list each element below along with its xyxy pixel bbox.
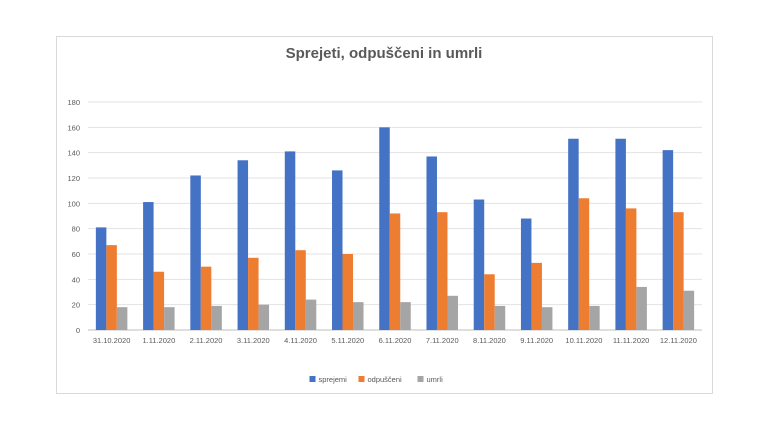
bar-odpuščeni-5.11.2020 <box>342 254 354 330</box>
bar-umrli-4.11.2020 <box>305 299 317 330</box>
y-tick-label: 140 <box>67 149 80 158</box>
bar-umrli-9.11.2020 <box>541 307 553 330</box>
x-axis: 31.10.2020 1.11.2020 2.11.2020 3.11.2020 4.1… <box>93 336 697 345</box>
bar-sprejemi-1.11.2020 <box>143 202 154 330</box>
bar-sprejemi-6.11.2020 <box>379 127 390 330</box>
x-tick-label: 2.11.2020 <box>190 336 223 345</box>
x-tick-label: 11.11.2020 <box>613 336 649 345</box>
bar-umrli-11.11.2020 <box>636 286 647 330</box>
y-axis: 0 20 40 60 80 100 120 140 160 180 <box>67 98 80 335</box>
bar-umrli-10.11.2020 <box>589 305 600 330</box>
bar-sprejemi-12.11.2020 <box>662 150 674 330</box>
bar-umrli-12.11.2020 <box>683 290 695 330</box>
x-tick-label: 7.11.2020 <box>426 336 459 345</box>
bar-odpuščeni-9.11.2020 <box>531 262 542 330</box>
legend-swatch-sprejemi <box>309 376 316 382</box>
bar-sprejemi-5.11.2020 <box>332 170 343 330</box>
x-tick-label: 5.11.2020 <box>331 336 364 345</box>
y-tick-label: 80 <box>72 225 80 234</box>
legend: sprejemi odpuščeni umrli <box>309 375 444 384</box>
legend-label-umrli: umrli <box>427 375 444 384</box>
legend-swatch-odpuščeni <box>358 376 365 382</box>
bar-odpuščeni-1.11.2020 <box>153 271 165 330</box>
x-tick-label: 4.11.2020 <box>284 336 317 345</box>
legend-label-sprejemi: sprejemi <box>319 375 348 384</box>
bar-odpuščeni-4.11.2020 <box>295 250 306 330</box>
y-tick-label: 160 <box>67 123 80 132</box>
bar-umrli-3.11.2020 <box>258 304 270 330</box>
x-tick-label: 31.10.2020 <box>93 336 131 345</box>
y-tick-label: 20 <box>72 301 80 310</box>
y-tick-label: 100 <box>67 199 80 208</box>
y-tick-label: 180 <box>67 98 80 107</box>
bar-umrli-7.11.2020 <box>447 295 458 330</box>
legend-swatch-umrli <box>417 376 424 382</box>
x-tick-label: 9.11.2020 <box>520 336 553 345</box>
bar-sprejemi-10.11.2020 <box>568 138 579 330</box>
bar-odpuščeni-10.11.2020 <box>578 198 590 330</box>
bar-umrli-8.11.2020 <box>494 305 506 330</box>
bar-umrli-31.10.2020 <box>116 307 128 330</box>
bars <box>95 127 695 330</box>
y-tick-label: 60 <box>72 250 80 259</box>
x-tick-label: 8.11.2020 <box>473 336 506 345</box>
legend-label-odpuščeni: odpuščeni <box>368 375 403 384</box>
bar-umrli-5.11.2020 <box>353 302 364 330</box>
x-tick-label: 1.11.2020 <box>142 336 175 345</box>
bar-sprejemi-2.11.2020 <box>190 175 201 330</box>
bar-odpuščeni-6.11.2020 <box>389 213 401 330</box>
bar-umrli-1.11.2020 <box>164 307 175 330</box>
x-tick-label: 3.11.2020 <box>237 336 270 345</box>
bar-odpuščeni-11.11.2020 <box>625 208 637 330</box>
bar-sprejemi-3.11.2020 <box>237 160 249 330</box>
bar-sprejemi-11.11.2020 <box>615 138 626 330</box>
chart-title: Sprejeti, odpuščeni in umrli <box>286 45 483 62</box>
bar-sprejemi-31.10.2020 <box>95 227 107 330</box>
y-tick-label: 120 <box>67 174 80 183</box>
bar-umrli-2.11.2020 <box>211 305 222 330</box>
bar-odpuščeni-31.10.2020 <box>106 245 117 330</box>
bar-odpuščeni-3.11.2020 <box>248 257 259 330</box>
bar-odpuščeni-8.11.2020 <box>484 274 495 330</box>
bar-odpuščeni-7.11.2020 <box>436 212 448 330</box>
y-tick-label: 0 <box>76 326 80 335</box>
bar-umrli-6.11.2020 <box>400 302 411 330</box>
bar-odpuščeni-2.11.2020 <box>200 266 212 330</box>
y-tick-label: 40 <box>72 275 80 284</box>
bar-odpuščeni-12.11.2020 <box>673 212 684 330</box>
x-tick-label: 6.11.2020 <box>379 336 412 345</box>
x-tick-label: 10.11.2020 <box>565 336 602 345</box>
bar-sprejemi-4.11.2020 <box>284 151 296 330</box>
bar-sprejemi-7.11.2020 <box>426 156 437 330</box>
bar-sprejemi-9.11.2020 <box>520 218 532 330</box>
bar-sprejemi-8.11.2020 <box>473 199 485 330</box>
x-tick-label: 12.11.2020 <box>660 336 697 345</box>
